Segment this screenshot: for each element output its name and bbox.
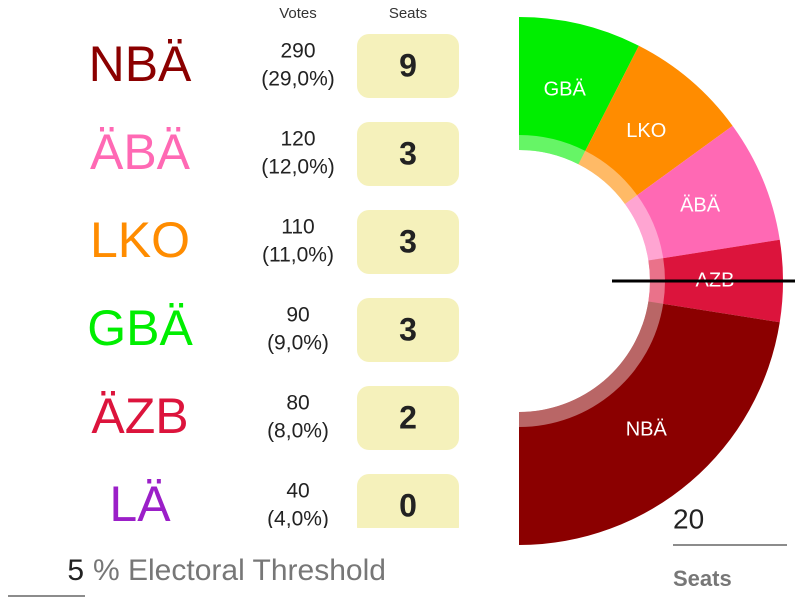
party-name: GBÄ [87, 300, 193, 356]
seat-segment [624, 125, 780, 261]
party-name: ÄBÄ [90, 124, 191, 180]
seat-segment [519, 17, 639, 165]
party-votes: 90 [286, 304, 309, 327]
party-share: (12,0%) [261, 156, 335, 179]
seat-segment [519, 301, 780, 545]
seats-box [357, 122, 459, 186]
party-seats: 3 [399, 223, 417, 259]
party-votes: 80 [286, 392, 309, 415]
party-seats: 3 [399, 135, 417, 171]
segment-inner-band [578, 150, 638, 205]
party-share: (11,0%) [262, 244, 334, 267]
seats-box [357, 298, 459, 362]
votes-header: Votes [279, 5, 317, 22]
threshold-label: % Electoral Threshold [93, 554, 386, 587]
party-votes: 110 [281, 216, 314, 239]
party-name: LÄ [109, 476, 171, 532]
party-name: LKO [90, 212, 190, 268]
seats-input[interactable]: 20 [673, 503, 704, 534]
seats-label: Seats [673, 566, 732, 591]
segment-label: GBÄ [544, 79, 587, 101]
party-share: (9,0%) [267, 332, 329, 355]
seats-box [357, 386, 459, 450]
seats-box [357, 474, 459, 528]
party-name: ÄZB [91, 388, 188, 444]
segment-label: ÄBÄ [680, 194, 721, 216]
party-share: (8,0%) [267, 420, 329, 443]
seats-header: Seats [389, 5, 427, 22]
party-votes: 40 [286, 480, 309, 503]
party-share: (4,0%) [267, 508, 329, 531]
segment-inner-band [519, 301, 664, 427]
threshold-input[interactable]: 5 [67, 554, 84, 587]
party-seats: 9 [399, 47, 417, 83]
party-name: NBÄ [89, 36, 192, 92]
party-seats: 2 [399, 399, 417, 435]
seat-segment [578, 45, 733, 205]
party-votes: 290 [280, 40, 315, 63]
party-votes: 120 [280, 128, 315, 151]
party-share: (29,0%) [261, 68, 335, 91]
seats-box [357, 210, 459, 274]
segment-inner-band [624, 195, 664, 261]
party-seats: 3 [399, 311, 417, 347]
segment-inner-band [519, 135, 586, 165]
party-seats: 0 [399, 487, 417, 523]
segment-label: NBÄ [626, 418, 668, 440]
seats-box [357, 34, 459, 98]
segment-label: LKO [626, 120, 666, 142]
